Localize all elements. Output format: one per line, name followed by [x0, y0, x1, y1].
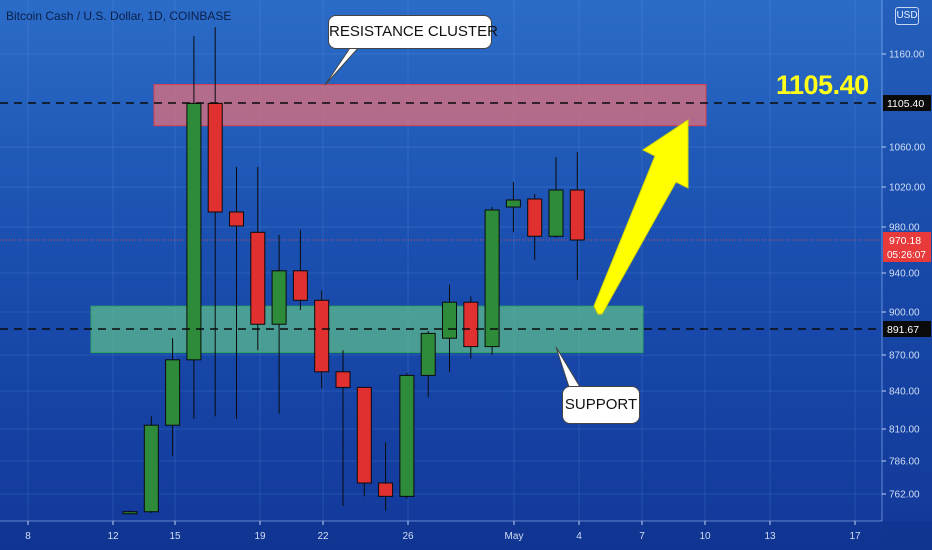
candle	[165, 338, 181, 456]
candle-body-bear[interactable]	[229, 211, 244, 227]
candle	[356, 386, 372, 497]
candle-body-bear[interactable]	[356, 386, 372, 484]
chart-title: Bitcoin Cash / U.S. Dollar, 1D, COINBASE	[6, 9, 232, 23]
support-callout: SUPPORT	[562, 386, 640, 424]
candle	[122, 510, 138, 515]
x-tick-label: 13	[764, 531, 776, 542]
x-tick-label: 10	[699, 531, 711, 542]
candle	[250, 167, 266, 351]
candle	[292, 229, 308, 311]
y-tick-label: 810.00	[889, 425, 920, 436]
x-tick-label: 4	[576, 531, 582, 542]
y-tick-label: 1060.00	[889, 143, 926, 154]
candle	[186, 36, 202, 419]
x-tick-label: 19	[254, 531, 266, 542]
candle-body-bear[interactable]	[527, 198, 543, 237]
x-tick-label: 22	[317, 531, 329, 542]
candle-body-bull[interactable]	[484, 209, 500, 348]
candle-body-bull[interactable]	[186, 102, 202, 361]
time-axis-area	[0, 521, 932, 550]
candle	[527, 194, 543, 260]
target-price-label: 1105.40	[776, 70, 869, 100]
x-tick-label: May	[505, 531, 524, 542]
candle-body-bear[interactable]	[335, 371, 351, 388]
x-tick-label: 7	[639, 531, 645, 542]
current-price-tag: 970.18	[889, 235, 921, 247]
candle-body-bear[interactable]	[292, 270, 308, 301]
price-axis-area	[882, 0, 932, 550]
candle	[548, 157, 564, 238]
candle	[229, 167, 244, 419]
candle	[463, 296, 479, 359]
x-tick-label: 12	[107, 531, 119, 542]
resistance-callout-pointer	[324, 44, 362, 86]
currency-badge[interactable]: USD	[895, 7, 919, 25]
y-tick-label: 870.00	[889, 351, 920, 362]
candle	[420, 331, 436, 398]
candle-body-bull[interactable]	[548, 189, 564, 237]
y-tick-label: 900.00	[889, 308, 920, 319]
candle	[314, 290, 330, 389]
y-tick-label: 840.00	[889, 387, 920, 398]
candle-body-bull[interactable]	[399, 374, 415, 497]
target-arrow	[593, 119, 689, 315]
candle-body-bull[interactable]	[442, 301, 457, 339]
candle	[569, 152, 585, 280]
x-tick-label: 17	[849, 531, 861, 542]
candle	[335, 350, 351, 506]
y-tick-label: 980.00	[889, 223, 920, 234]
candle-body-bull[interactable]	[143, 424, 159, 513]
current-price-tag-bg	[883, 232, 931, 262]
y-tick-label: 1160.00	[889, 50, 925, 61]
candle-body-bear[interactable]	[569, 189, 585, 241]
candle	[399, 373, 415, 499]
y-tick-label: 940.00	[889, 269, 920, 280]
candle-body-bull[interactable]	[122, 511, 138, 515]
support-callout-label: SUPPORT	[564, 396, 638, 413]
candle-body-bull[interactable]	[505, 199, 521, 208]
resistance-price-tag: 1105.40	[887, 98, 924, 110]
support-price-tag-bg	[883, 321, 931, 337]
resistance-callout: RESISTANCE CLUSTER	[328, 15, 498, 49]
y-tick-label: 786.00	[889, 457, 920, 468]
candle-body-bear[interactable]	[314, 299, 330, 373]
candle	[505, 182, 521, 233]
y-tick-label: 762.00	[889, 490, 920, 501]
resistance-price-tag-bg	[883, 95, 931, 111]
candle	[271, 234, 287, 414]
candle-body-bear[interactable]	[250, 231, 266, 325]
resistance-callout-label: RESISTANCE CLUSTER	[329, 23, 498, 40]
candle	[207, 27, 223, 417]
y-tick-label: 1020.00	[889, 183, 926, 194]
candle-body-bull[interactable]	[420, 332, 436, 376]
countdown-tag: 05:26:07	[887, 250, 926, 261]
candle-body-bear[interactable]	[207, 102, 223, 213]
x-tick-label: 8	[25, 531, 31, 542]
candle	[378, 442, 394, 511]
candle	[484, 207, 500, 355]
candle	[143, 416, 159, 513]
x-tick-label: 15	[169, 531, 181, 542]
candle-body-bull[interactable]	[271, 270, 287, 325]
candle-body-bull[interactable]	[165, 359, 181, 426]
candle-body-bear[interactable]	[463, 301, 479, 348]
resistance-zone	[153, 84, 707, 127]
candle-body-bear[interactable]	[378, 482, 394, 497]
support-price-tag: 891.67	[887, 324, 919, 336]
x-tick-label: 26	[402, 531, 414, 542]
